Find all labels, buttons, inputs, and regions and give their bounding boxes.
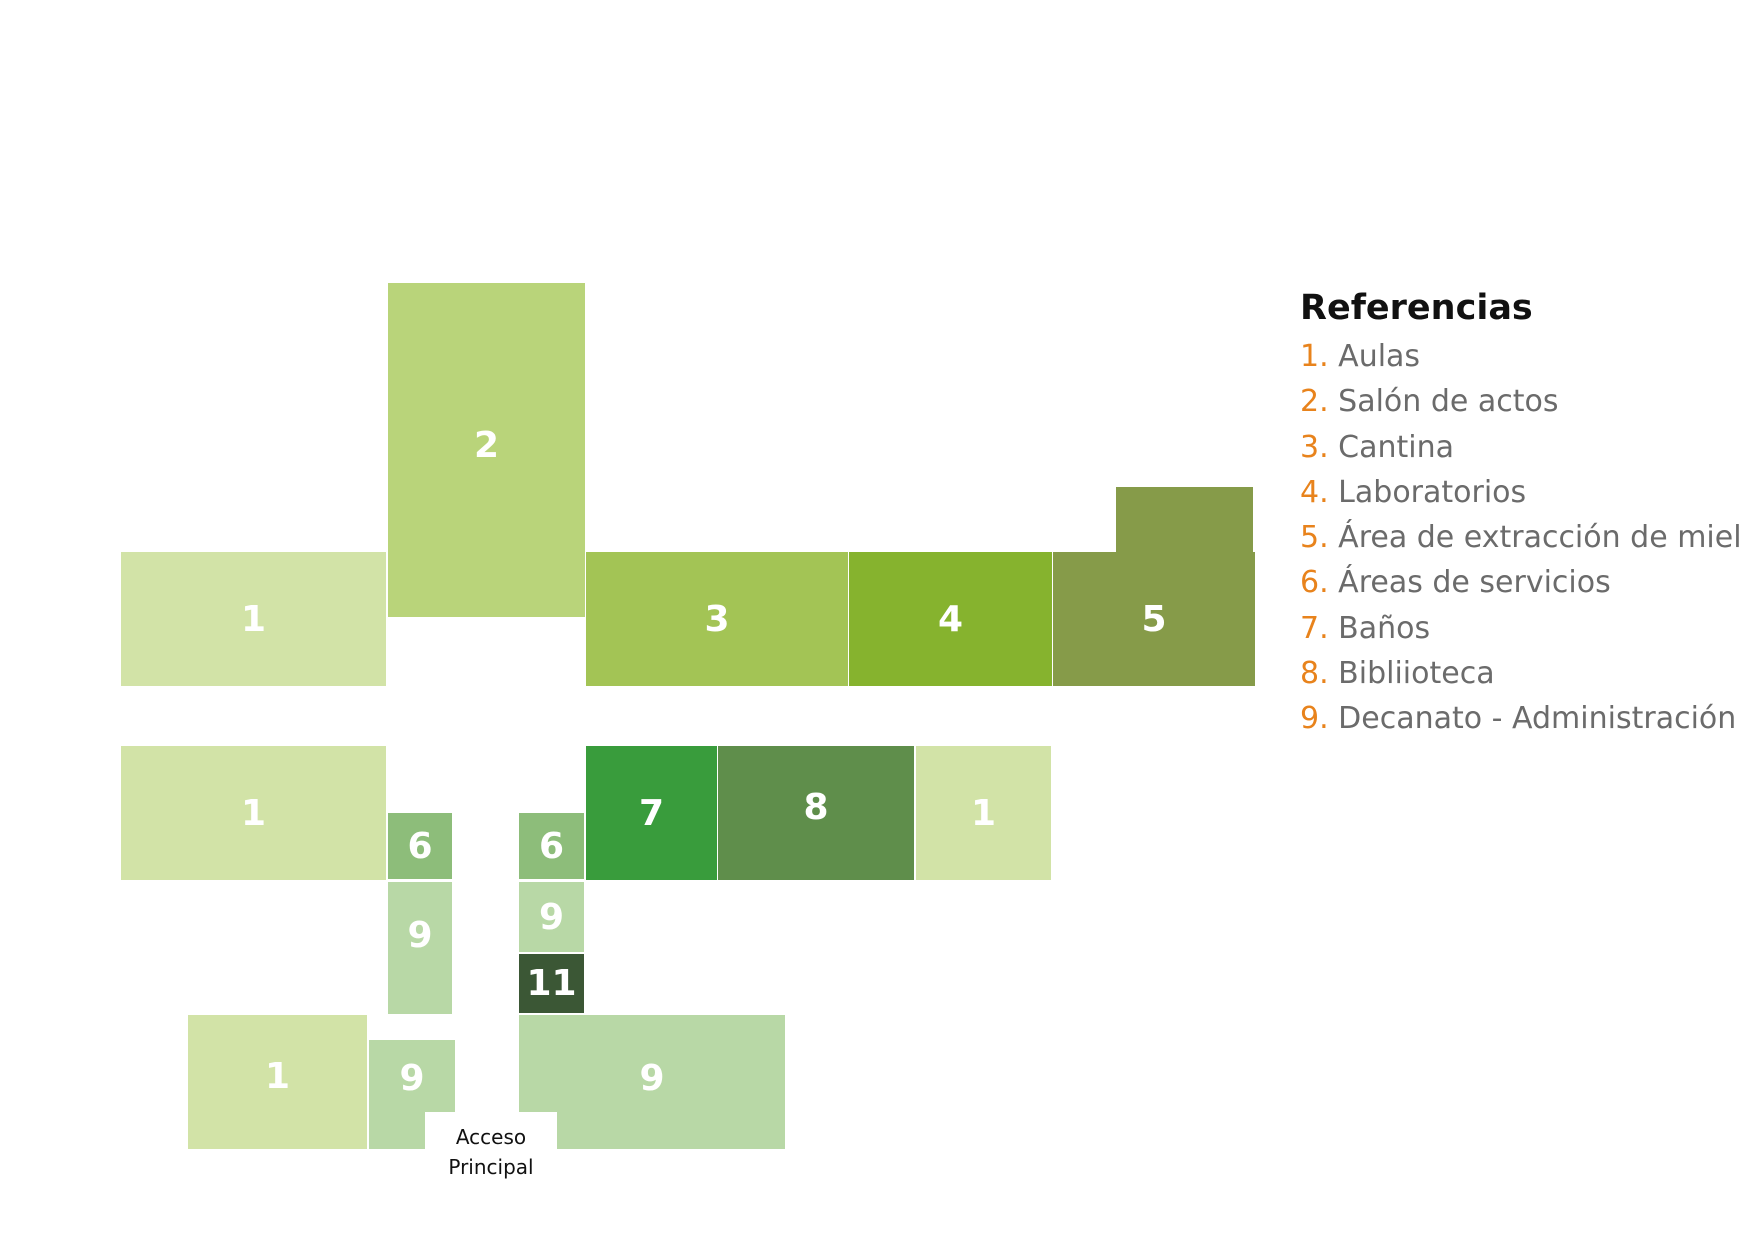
area-number: 2: [473, 424, 500, 466]
area-banos: 7: [586, 746, 717, 880]
area-aulas-middle-left: 1: [121, 746, 386, 880]
legend-item-label: Decanato - Administración: [1338, 701, 1737, 737]
legend-item-number: 6.: [1300, 565, 1329, 601]
area-extraccion-annex: [1116, 487, 1253, 553]
legend-item-number: 9.: [1300, 701, 1329, 737]
legend-item: 1. Aulas: [1300, 334, 1740, 379]
legend-item: 4. Laboratorios: [1300, 470, 1740, 515]
area-number: 4: [937, 598, 964, 640]
area-servicios-left: 6: [388, 813, 452, 879]
legend-item-label: Área de extracción de miel: [1338, 520, 1742, 556]
legend-item: 6. Áreas de servicios: [1300, 560, 1740, 605]
legend-item-number: 7.: [1300, 610, 1329, 646]
area-number: 1: [240, 792, 267, 834]
area-11: 11: [519, 954, 584, 1013]
legend-item: 2. Salón de actos: [1300, 379, 1740, 424]
area-decanato-bottom-right: 9: [519, 1015, 785, 1149]
area-number: 9: [407, 914, 433, 956]
legend-item-number: 2.: [1300, 384, 1329, 420]
area-laboratorios: 4: [849, 552, 1052, 686]
legend-item: 3. Cantina: [1300, 425, 1740, 470]
main-access-label: Acceso Principal: [425, 1112, 557, 1192]
legend-item-label: Bibliioteca: [1338, 656, 1495, 692]
area-aulas-bottom: 1: [188, 1015, 367, 1149]
legend-item: 5. Área de extracción de miel: [1300, 515, 1742, 560]
area-decanato-right-upper: 9: [519, 882, 584, 952]
legend-list: 1. Aulas 2. Salón de actos 3. Cantina 4.…: [1300, 334, 1742, 742]
area-number: 9: [399, 1058, 425, 1099]
access-line-1: Acceso: [455, 1125, 527, 1149]
area-number: 3: [704, 598, 730, 640]
legend-item: 8. Bibliioteca: [1300, 651, 1740, 696]
area-biblioteca: 8: [718, 746, 914, 880]
area-number: 11: [526, 963, 577, 1004]
legend-item: 9. Decanato - Administración: [1300, 696, 1740, 741]
area-extraccion-de-miel: 5: [1053, 552, 1255, 686]
legend-item-label: Áreas de servicios: [1338, 565, 1611, 601]
area-decanato-left-upper: 9: [388, 882, 452, 1014]
legend-title: Referencias: [1300, 288, 1533, 328]
area-salon-de-actos: 2: [388, 283, 585, 617]
legend-item-number: 4.: [1300, 474, 1329, 510]
area-cantina: 3: [586, 552, 848, 686]
legend-item-label: Cantina: [1338, 429, 1455, 465]
area-number: 6: [407, 825, 433, 867]
area-number: 1: [970, 792, 997, 834]
area-number: 9: [639, 1057, 665, 1099]
area-number: 6: [538, 825, 565, 867]
legend-item-number: 1.: [1300, 339, 1329, 374]
legend-item-label: Salón de actos: [1338, 384, 1559, 420]
legend-item: 7. Baños: [1300, 606, 1740, 651]
access-line-2: Principal: [448, 1155, 534, 1179]
legend-item-label: Baños: [1338, 610, 1431, 646]
legend-item-number: 3.: [1300, 429, 1329, 465]
area-servicios-right: 6: [519, 813, 584, 879]
area-number: 8: [803, 786, 829, 828]
area-number: 7: [638, 792, 665, 834]
legend-item-label: Laboratorios: [1338, 474, 1527, 510]
legend-item-number: 5.: [1300, 520, 1329, 556]
area-number: 1: [240, 598, 267, 640]
legend: Referencias 1. Aulas 2. Salón de actos 3…: [1300, 288, 1742, 742]
legend-item-label: Aulas: [1338, 339, 1421, 374]
legend-item-number: 8.: [1300, 656, 1329, 692]
area-number: 5: [1141, 598, 1167, 640]
area-number: 9: [538, 896, 565, 938]
area-aulas-top-left: 1: [121, 552, 386, 686]
area-number: 1: [264, 1055, 291, 1097]
area-aulas-middle-right: 1: [916, 746, 1051, 880]
